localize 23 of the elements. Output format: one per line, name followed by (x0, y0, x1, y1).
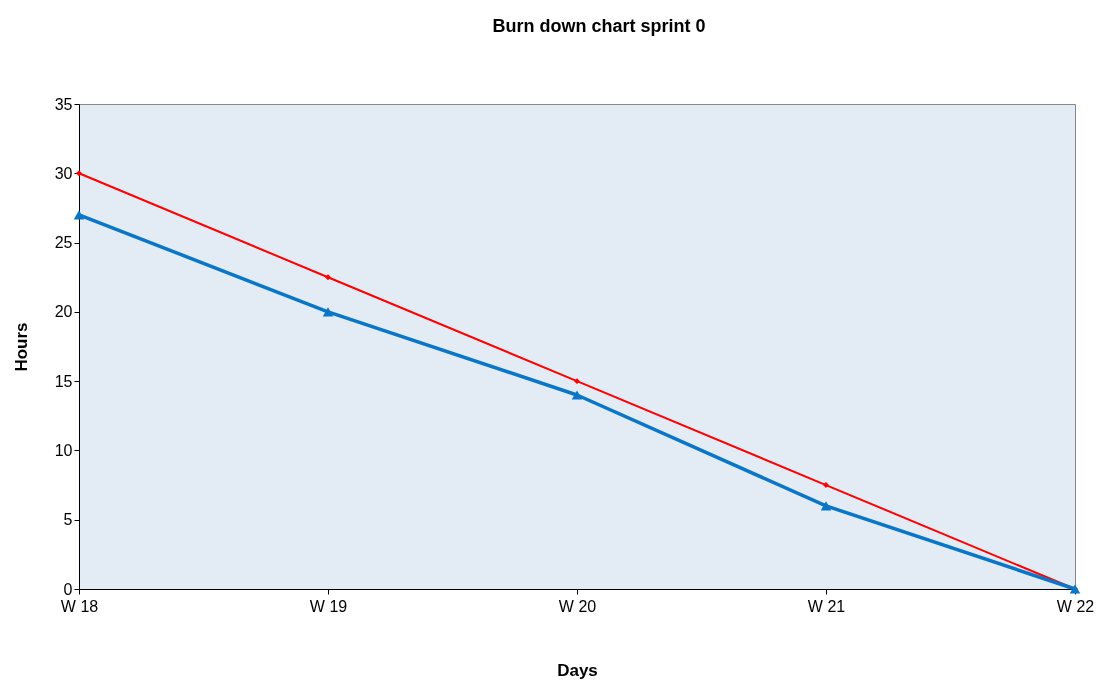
x-tick-label: W 18 (60, 597, 99, 615)
y-tick-label: 30 (54, 164, 73, 182)
point (73, 210, 85, 220)
y-tick-label: 5 (63, 511, 73, 529)
x-tick-label: W 19 (309, 597, 348, 615)
x-tick-label: W 22 (1056, 597, 1095, 615)
point (823, 482, 829, 489)
x-axis-title: Days (557, 660, 598, 680)
point (571, 390, 583, 400)
y-tick-label: 35 (54, 95, 73, 113)
point (325, 274, 331, 281)
point (820, 501, 832, 511)
x-tick-label: W 21 (807, 597, 846, 615)
point (574, 378, 580, 385)
y-tick-label: 25 (54, 234, 73, 252)
chart-title: Burn down chart sprint 0 (492, 16, 706, 36)
x-tick-label: W 20 (558, 597, 597, 615)
point (322, 307, 334, 317)
y-tick-label: 10 (54, 441, 73, 459)
y-axis-title: Hours (11, 322, 31, 372)
y-tick-label: 20 (54, 303, 73, 321)
y-tick-label: 0 (63, 580, 73, 598)
y-tick-label: 15 (54, 372, 73, 390)
